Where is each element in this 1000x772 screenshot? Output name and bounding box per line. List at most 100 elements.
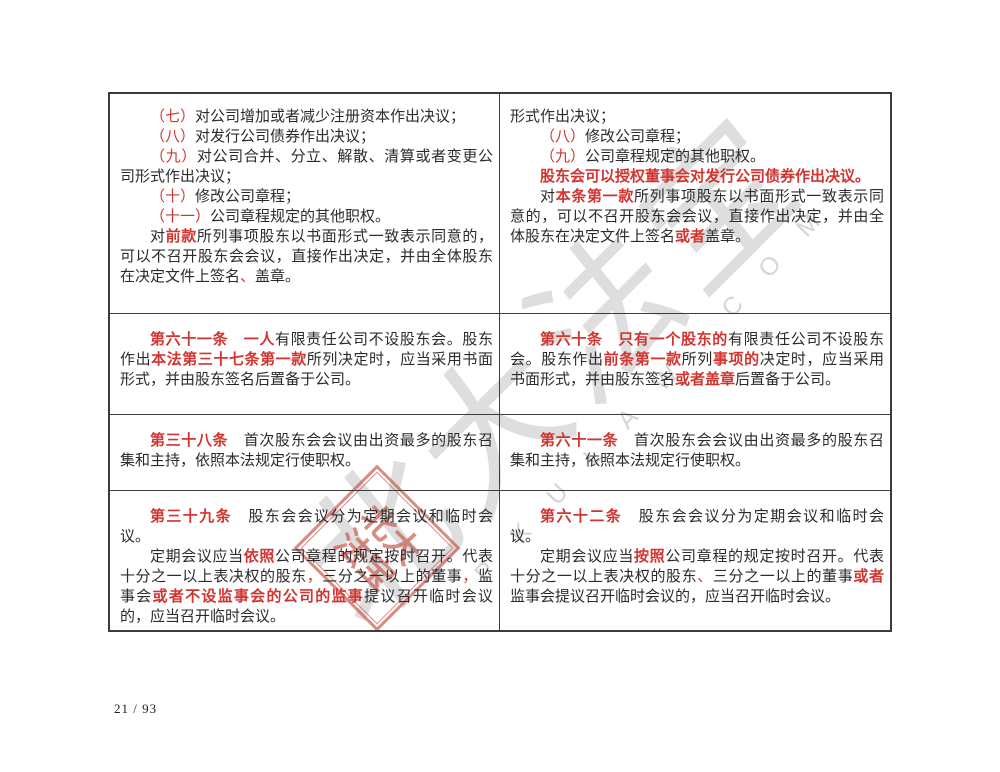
text-run: 提议召开临时会议的，应当召开临时会议。 xyxy=(120,589,493,625)
paragraph: （十一）公司章程规定的其他职权。 xyxy=(120,207,493,227)
text-run: 定期会议应当 xyxy=(540,549,634,565)
paragraph: 定期会议应当按照公司章程的规定按时召开。代表十分之一以上表决权的股东、三分之一以… xyxy=(510,547,884,607)
diff-text-run: 第六十条 xyxy=(540,332,603,348)
text-run: 首次股东会会议由出资最多的股东召集和主持，依照本法规定行使职权。 xyxy=(510,433,884,469)
diff-text-run: 前条第一款 xyxy=(603,352,682,368)
comparison-table: （七）对公司增加或者减少注册资本作出决议； （八）对发行公司债券作出决议； （九）对… xyxy=(108,92,892,632)
diff-text-run: （八） xyxy=(540,129,586,145)
paragraph: 第三十九条 股东会会议分为定期会议和临时会议。 xyxy=(120,507,493,547)
text-run xyxy=(228,332,244,348)
cell-new-law-row2: 第六十条 只有一个股东的有限责任公司不设股东会。股东作出前条第一款所列事项的决定… xyxy=(500,314,890,414)
diff-text-run: 或者盖章 xyxy=(675,372,736,388)
diff-text-run: 一人 xyxy=(243,332,275,348)
text-run: 股东会会议分为定期会议和临时会议。 xyxy=(120,509,493,545)
diff-text-run: 或者不设监事会的公司的监事 xyxy=(152,589,365,605)
paragraph: 股东会可以授权董事会对发行公司债券作出决议。 xyxy=(510,167,884,187)
diff-text-run: 或者 xyxy=(853,569,884,585)
text-run: 公司章程规定的其他职权。 xyxy=(585,149,766,165)
paragraph: 第六十一条 首次股东会会议由出资最多的股东召集和主持，依照本法规定行使职权。 xyxy=(510,431,884,471)
paragraph: 第六十一条 一人有限责任公司不设股东会。股东作出本法第三十七条第一款所列决定时，… xyxy=(120,330,493,390)
diff-text-run: （八） xyxy=(150,129,196,145)
paragraph: （七）对公司增加或者减少注册资本作出决议； xyxy=(120,107,493,127)
text-run: 所列 xyxy=(681,352,713,368)
cell-new-law-row3: 第六十一条 首次股东会会议由出资最多的股东召集和主持，依照本法规定行使职权。 xyxy=(500,415,890,490)
text-run: 监事会 xyxy=(120,569,493,605)
cell-old-law-row2: 第六十一条 一人有限责任公司不设股东会。股东作出本法第三十七条第一款所列决定时，… xyxy=(110,314,500,414)
text-run: 形式作出决议； xyxy=(510,109,616,125)
text-run: 有限责任公司不设股东会。股东作出 xyxy=(510,332,884,368)
paragraph: 形式作出决议； xyxy=(510,107,884,127)
cell-new-law-row4: 第六十二条 股东会会议分为定期会议和临时会议。 定期会议应当按照公司章程的规定按时… xyxy=(500,491,890,630)
table-row-2: 第六十一条 一人有限责任公司不设股东会。股东作出本法第三十七条第一款所列决定时，… xyxy=(110,313,890,414)
diff-text-run: 第六十二条 xyxy=(540,509,623,525)
text-run: 对 xyxy=(540,189,556,205)
table-row-3: 第三十八条 首次股东会会议由出资最多的股东召集和主持，依照本法规定行使职权。 第六… xyxy=(110,414,890,490)
text-run: 有限责任公司不设股东会。股东作出 xyxy=(120,332,493,368)
paragraph: 对前款所列事项股东以书面形式一致表示同意的，可以不召开股东会会议，直接作出决定，… xyxy=(120,227,493,287)
paragraph: 定期会议应当依照公司章程的规定按时召开。代表十分之一以上表决权的股东，三分之一以… xyxy=(120,547,493,627)
cell-old-law-row1: （七）对公司增加或者减少注册资本作出决议； （八）对发行公司债券作出决议； （九）对… xyxy=(110,94,500,313)
paragraph: 第三十八条 首次股东会会议由出资最多的股东召集和主持，依照本法规定行使职权。 xyxy=(120,431,493,471)
paragraph: 第六十条 只有一个股东的有限责任公司不设股东会。股东作出前条第一款所列事项的决定… xyxy=(510,330,884,390)
paragraph: （八）对发行公司债券作出决议； xyxy=(120,127,493,147)
paragraph: （十）修改公司章程； xyxy=(120,187,493,207)
diff-text-run: 依照 xyxy=(243,549,275,565)
text-run: 三分之一以上的董事 xyxy=(712,569,854,585)
text-run: 盖章。 xyxy=(705,229,751,245)
diff-text-run: （九） xyxy=(540,149,586,165)
diff-text-run: 第六十一条 xyxy=(540,433,619,449)
text-run: 首次股东会会议由出资最多的股东召集和主持，依照本法规定行使职权。 xyxy=(120,433,493,469)
diff-text-run: 本法第三十七条第一款 xyxy=(151,352,307,368)
text-run: 所列事项股东以书面形式一致表示同意的，可以不召开股东会会议，直接作出决定，并由全… xyxy=(510,189,884,245)
diff-text-run: （九） xyxy=(150,149,197,165)
text-run: 三分之一以上的董事 xyxy=(322,569,463,585)
table-row-1: （七）对公司增加或者减少注册资本作出决议； （八）对发行公司债券作出决议； （九）对… xyxy=(110,94,890,313)
text-run: 后置备于公司。 xyxy=(735,372,841,388)
diff-text-run: 第六十一条 xyxy=(150,332,229,348)
text-run: 所列决定时，应当采用书面形式，并由股东签名后置备于公司。 xyxy=(120,352,493,388)
diff-text-run: 、 xyxy=(240,269,256,285)
page-number: 21 / 93 xyxy=(114,701,158,716)
text-run: 盖章。 xyxy=(255,269,301,285)
text-run: 对 xyxy=(150,229,166,245)
text-run: 股东会会议分为定期会议和临时会议。 xyxy=(510,509,884,545)
diff-text-run: ， xyxy=(462,569,478,585)
diff-text-run: （七） xyxy=(150,109,196,125)
text-run: 公司章程规定的其他职权。 xyxy=(210,209,391,225)
text-run: 对发行公司债券作出决议； xyxy=(195,129,376,145)
diff-text-run: 前款 xyxy=(165,229,197,245)
diff-text-run: ， xyxy=(306,569,323,585)
diff-text-run: 或者 xyxy=(675,229,706,245)
text-run: 所列事项股东以书面形式一致表示同意的，可以不召开股东会会议，直接作出决定，并由全… xyxy=(120,229,493,285)
table-row-4: 第三十九条 股东会会议分为定期会议和临时会议。 定期会议应当依照公司章程的规定按时… xyxy=(110,490,890,630)
diff-text-run: （十） xyxy=(150,189,196,205)
diff-text-run: 第三十九条 xyxy=(150,509,232,525)
diff-text-run: 按照 xyxy=(634,549,666,565)
text-run: 监事会提议召开临时会议的，应当召开临时会议。 xyxy=(510,589,841,605)
paragraph: 第六十二条 股东会会议分为定期会议和临时会议。 xyxy=(510,507,884,547)
paragraph: （九）公司章程规定的其他职权。 xyxy=(510,147,884,167)
text-run: 公司章程的规定按时召开。代表十分之一以上表决权的股东 xyxy=(120,549,493,585)
diff-text-run: 、 xyxy=(697,569,713,585)
diff-text-run: 股东会可以授权董事会对发行公司债券作出决议。 xyxy=(540,169,871,185)
cell-old-law-row3: 第三十八条 首次股东会会议由出资最多的股东召集和主持，依照本法规定行使职权。 xyxy=(110,415,500,490)
paragraph: （八）修改公司章程； xyxy=(510,127,884,147)
text-run: 对公司增加或者减少注册资本作出决议； xyxy=(195,109,466,125)
diff-text-run: 本条第一款 xyxy=(555,189,634,205)
diff-text-run: 只有一个股东的 xyxy=(618,332,728,348)
paragraph: （九）对公司合并、分立、解散、清算或者变更公司形式作出决议； xyxy=(120,147,493,187)
paragraph: 对本条第一款所列事项股东以书面形式一致表示同意的，可以不召开股东会会议，直接作出… xyxy=(510,187,884,247)
text-run: 决定时，应当采用书面形式，并由股东签名 xyxy=(510,352,884,388)
cell-new-law-row1: 形式作出决议； （八）修改公司章程； （九）公司章程规定的其他职权。 股东会可以授权董… xyxy=(500,94,890,313)
text-run: 修改公司章程； xyxy=(585,129,691,145)
text-run xyxy=(603,332,619,348)
text-run: 修改公司章程； xyxy=(195,189,301,205)
diff-text-run: 第三十八条 xyxy=(150,433,229,449)
text-run: 公司章程的规定按时召开。代表十分之一以上表决权的股东 xyxy=(510,549,884,585)
diff-text-run: （十一） xyxy=(150,209,211,225)
text-run: 定期会议应当 xyxy=(150,549,244,565)
diff-text-run: 事项的 xyxy=(712,352,760,368)
cell-old-law-row4: 第三十九条 股东会会议分为定期会议和临时会议。 定期会议应当依照公司章程的规定按时… xyxy=(110,491,500,630)
text-run: 对公司合并、分立、解散、清算或者变更公司形式作出决议； xyxy=(120,149,493,185)
